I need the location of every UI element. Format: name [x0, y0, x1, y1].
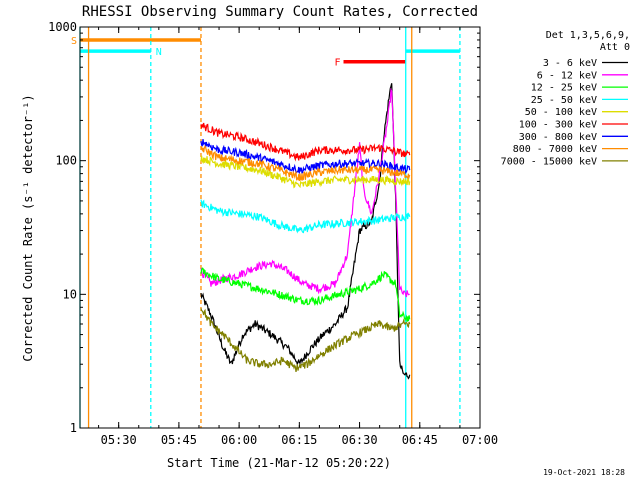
legend-label-7: 800 - 7000 keV	[513, 144, 597, 155]
legend-header-0: Det 1,3,5,6,9,	[546, 30, 630, 41]
x-tick-label-6: 07:00	[462, 433, 498, 447]
flags-layer: S N F	[71, 36, 460, 69]
legend-label-0: 3 - 6 keV	[543, 58, 597, 69]
series-line-1	[200, 87, 410, 298]
y-tick-label-1: 10	[63, 287, 77, 301]
flag-label-0: S	[71, 36, 77, 47]
x-tick-label-1: 05:45	[161, 433, 197, 447]
x-tick-label-5: 06:45	[402, 433, 438, 447]
x-tick-label-2: 06:00	[221, 433, 257, 447]
y-tick-label-3: 1000	[48, 20, 77, 34]
legend-label-4: 50 - 100 keV	[525, 107, 597, 118]
y-axis: 1 10 100 1000	[48, 20, 480, 435]
legend-label-8: 7000 - 15000 keV	[501, 156, 597, 167]
x-tick-label-4: 06:30	[341, 433, 377, 447]
x-tick-label-0: 05:30	[101, 433, 137, 447]
legend-label-1: 6 - 12 keV	[537, 70, 597, 81]
series-line-3	[200, 199, 411, 234]
flag-label-1: N	[156, 47, 162, 58]
x-tick-label-3: 06:15	[281, 433, 317, 447]
y-tick-label-0: 1	[70, 421, 77, 435]
legend-label-6: 300 - 800 keV	[519, 132, 597, 143]
series-line-7	[200, 144, 411, 182]
series-layer	[200, 83, 411, 380]
legend-label-5: 100 - 300 keV	[519, 120, 597, 131]
series-line-6	[200, 139, 411, 175]
legend-label-2: 12 - 25 keV	[531, 83, 597, 94]
x-axis-label: Start Time (21-Mar-12 05:20:22)	[167, 456, 391, 470]
legend-label-3: 25 - 50 keV	[531, 95, 597, 106]
legend-header-1: Att 0	[600, 42, 630, 53]
footer-timestamp: 19-Oct-2021 18:28	[543, 468, 625, 477]
y-axis-label: Corrected Count Rate (s⁻¹ detector⁻¹)	[21, 94, 35, 361]
series-line-0	[200, 83, 411, 380]
flag-label-2: F	[334, 58, 340, 69]
plot-frame	[79, 26, 481, 429]
series-line-2	[200, 267, 411, 322]
x-axis: 05:30 05:45 06:00 06:15 06:30 06:45 07:00	[98, 27, 498, 447]
chart-title: RHESSI Observing Summary Count Rates, Co…	[82, 4, 478, 20]
y-tick-label-2: 100	[55, 154, 77, 168]
series-line-8	[200, 308, 411, 373]
series-line-5	[200, 122, 411, 162]
